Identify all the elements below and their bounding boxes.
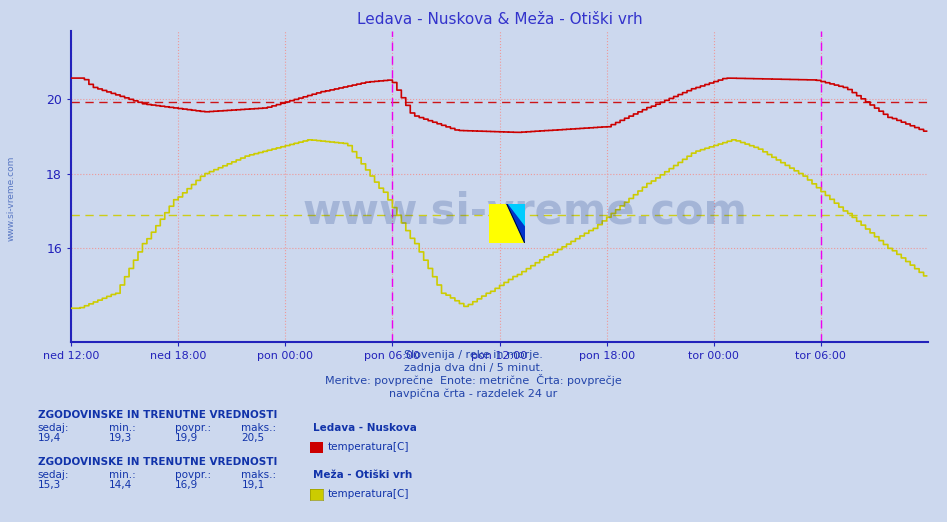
Text: ZGODOVINSKE IN TRENUTNE VREDNOSTI: ZGODOVINSKE IN TRENUTNE VREDNOSTI (38, 457, 277, 467)
Text: 19,4: 19,4 (38, 433, 62, 443)
Text: povpr.:: povpr.: (175, 423, 211, 433)
Text: navpična črta - razdelek 24 ur: navpična črta - razdelek 24 ur (389, 388, 558, 399)
Text: povpr.:: povpr.: (175, 470, 211, 480)
Text: 19,3: 19,3 (109, 433, 133, 443)
Text: www.si-vreme.com: www.si-vreme.com (7, 156, 16, 241)
Text: 20,5: 20,5 (241, 433, 264, 443)
Text: Meža - Otiški vrh: Meža - Otiški vrh (313, 470, 412, 480)
Text: temperatura[C]: temperatura[C] (328, 489, 409, 499)
Title: Ledava - Nuskova & Meža - Otiški vrh: Ledava - Nuskova & Meža - Otiški vrh (357, 13, 642, 27)
Text: Meritve: povprečne  Enote: metrične  Črta: povprečje: Meritve: povprečne Enote: metrične Črta:… (325, 374, 622, 386)
Text: maks.:: maks.: (241, 470, 277, 480)
Text: Slovenija / reke in morje.: Slovenija / reke in morje. (404, 350, 543, 360)
Text: ZGODOVINSKE IN TRENUTNE VREDNOSTI: ZGODOVINSKE IN TRENUTNE VREDNOSTI (38, 410, 277, 420)
Text: www.si-vreme.com: www.si-vreme.com (302, 191, 747, 232)
Text: 19,1: 19,1 (241, 480, 265, 490)
Text: min.:: min.: (109, 470, 135, 480)
Text: 15,3: 15,3 (38, 480, 62, 490)
Text: Ledava - Nuskova: Ledava - Nuskova (313, 423, 417, 433)
Polygon shape (507, 204, 525, 227)
Text: min.:: min.: (109, 423, 135, 433)
Text: temperatura[C]: temperatura[C] (328, 442, 409, 452)
Polygon shape (507, 204, 525, 243)
Text: maks.:: maks.: (241, 423, 277, 433)
Text: 19,9: 19,9 (175, 433, 199, 443)
Text: sedaj:: sedaj: (38, 470, 69, 480)
Text: zadnja dva dni / 5 minut.: zadnja dva dni / 5 minut. (403, 363, 544, 373)
Text: sedaj:: sedaj: (38, 423, 69, 433)
Text: 14,4: 14,4 (109, 480, 133, 490)
Text: 16,9: 16,9 (175, 480, 199, 490)
